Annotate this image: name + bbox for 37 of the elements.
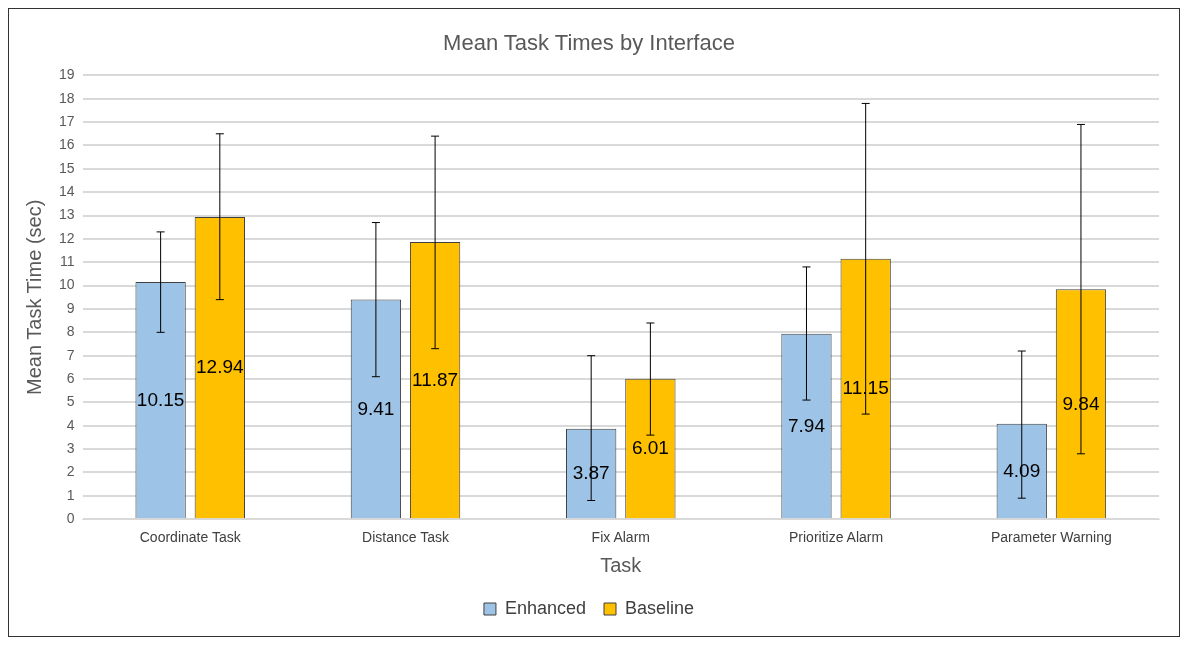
y-tick-label: 10 <box>58 276 75 293</box>
y-tick-label: 11 <box>60 253 75 270</box>
x-tick-label: Fix Alarm <box>591 529 650 546</box>
y-tick-label: 3 <box>66 439 75 456</box>
y-tick-label: 19 <box>58 66 75 83</box>
y-tick-label: 15 <box>58 159 75 176</box>
legend-label: Enhanced <box>504 597 587 618</box>
x-tick-label: Distance Task <box>362 529 450 546</box>
data-label: 10.15 <box>136 388 185 410</box>
y-axis-title: Mean Task Time (sec) <box>22 199 45 395</box>
data-label: 7.94 <box>787 414 826 436</box>
chart-title: Mean Task Times by Interface <box>443 30 735 56</box>
y-tick-label: 9 <box>66 299 75 316</box>
y-tick-label: 0 <box>66 510 75 527</box>
data-label: 9.41 <box>357 397 395 419</box>
x-tick-label: Parameter Warning <box>990 529 1112 546</box>
y-tick-label: 2 <box>66 463 75 480</box>
y-tick-label: 12 <box>58 229 75 246</box>
x-tick-label: Coordinate Task <box>139 529 242 546</box>
data-label: 12.94 <box>196 356 245 378</box>
y-tick-label: 14 <box>58 183 75 200</box>
data-label: 9.84 <box>1062 392 1100 414</box>
y-tick-label: 7 <box>66 346 75 363</box>
y-tick-label: 13 <box>58 206 75 223</box>
y-tick-label: 17 <box>58 112 75 129</box>
y-tick-label: 8 <box>66 323 75 340</box>
data-label: 11.87 <box>412 368 459 390</box>
y-tick-label: 6 <box>66 369 75 386</box>
y-tick-label: 1 <box>66 486 75 503</box>
data-label: 6.01 <box>631 437 669 459</box>
x-axis-title: Task <box>600 553 643 576</box>
x-tick-label: Prioritize Alarm <box>789 529 884 546</box>
legend-label: Baseline <box>625 597 695 618</box>
y-tick-label: 18 <box>58 89 75 106</box>
y-tick-label: 5 <box>66 393 75 410</box>
y-tick-label: 4 <box>66 416 75 433</box>
y-tick-label: 16 <box>58 136 75 153</box>
